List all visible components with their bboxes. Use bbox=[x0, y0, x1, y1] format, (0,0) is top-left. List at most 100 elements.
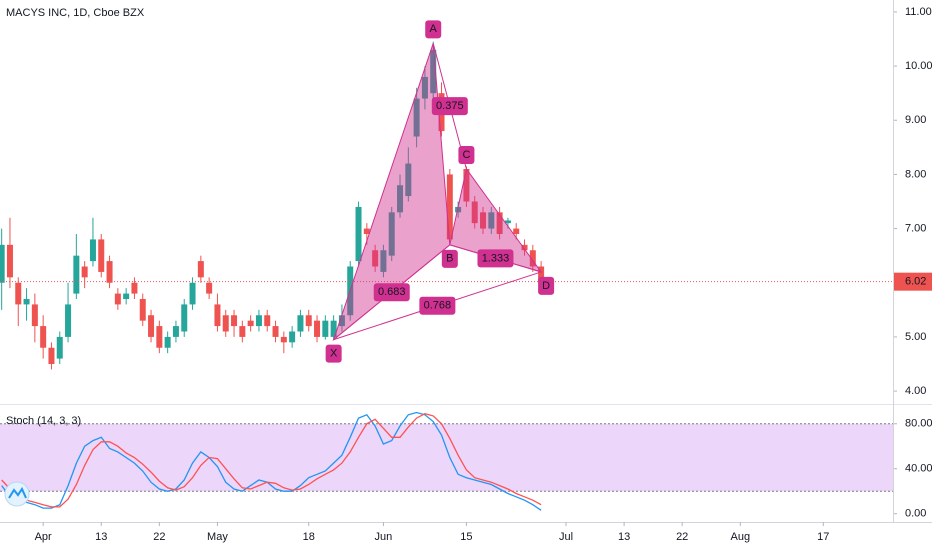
candle-body bbox=[15, 282, 22, 305]
candle-body bbox=[239, 326, 246, 337]
candle-body bbox=[123, 293, 130, 299]
candle-body bbox=[455, 206, 462, 213]
candle-body bbox=[56, 336, 63, 359]
last-price-label: 6.02 bbox=[905, 276, 926, 288]
logo-icon bbox=[8, 486, 27, 499]
candle-body bbox=[264, 315, 271, 327]
candle-body bbox=[164, 336, 171, 348]
y-tick-label: 11.00 bbox=[905, 6, 932, 18]
candle-body bbox=[89, 239, 96, 262]
candle-body bbox=[272, 326, 279, 337]
candle-body bbox=[48, 347, 55, 364]
indicator-title: Stoch (14, 3, 3) bbox=[6, 415, 81, 427]
candle-body bbox=[289, 331, 296, 343]
candle-body bbox=[322, 320, 329, 337]
y-tick-label: 7.00 bbox=[905, 222, 926, 234]
candle-body bbox=[471, 201, 478, 224]
candle-body bbox=[463, 169, 470, 202]
candle-body bbox=[131, 282, 138, 294]
candle-body bbox=[421, 76, 428, 99]
candle-body bbox=[430, 49, 437, 94]
candle-body bbox=[380, 250, 387, 272]
y-tick-label: 40.00 bbox=[905, 463, 932, 475]
candle-body bbox=[0, 244, 5, 283]
candle-body bbox=[148, 315, 155, 337]
candle-body bbox=[231, 315, 238, 327]
ratio-box bbox=[431, 97, 468, 116]
y-tick-label: 80.00 bbox=[905, 418, 932, 430]
x-tick-label: Apr bbox=[35, 531, 52, 543]
x-tick-label: Jun bbox=[375, 531, 393, 543]
last-price-box bbox=[894, 272, 932, 291]
x-tick-label: Jul bbox=[559, 531, 573, 543]
candle-body bbox=[214, 304, 221, 327]
candle-body bbox=[513, 228, 520, 234]
ratio-box bbox=[419, 296, 456, 315]
candle-body bbox=[106, 261, 113, 283]
candle-body bbox=[372, 250, 379, 267]
candle-body bbox=[314, 320, 321, 337]
point-label: C bbox=[462, 149, 470, 161]
candle-body bbox=[355, 206, 362, 262]
candle-body bbox=[255, 315, 262, 327]
candle-body bbox=[521, 244, 528, 251]
candle-body bbox=[181, 304, 188, 332]
x-tick-label: 17 bbox=[817, 531, 829, 543]
point-label: B bbox=[446, 253, 453, 265]
candle-body bbox=[156, 326, 163, 348]
x-tick-label: Aug bbox=[731, 531, 751, 543]
point-label: A bbox=[430, 23, 438, 35]
candle-body bbox=[197, 261, 204, 278]
stoch-line bbox=[1, 413, 542, 508]
point-box bbox=[441, 249, 458, 268]
candle-body bbox=[297, 315, 304, 332]
ratio-label: 0.683 bbox=[378, 286, 406, 298]
candle-body bbox=[189, 282, 196, 305]
candle-body bbox=[172, 326, 179, 337]
candle-body bbox=[114, 293, 121, 305]
point-box bbox=[425, 20, 442, 39]
ratio-label: 1.333 bbox=[482, 252, 510, 264]
candle-body bbox=[330, 320, 337, 337]
candle-body bbox=[280, 336, 287, 343]
ratio-box bbox=[373, 283, 410, 302]
stoch-line bbox=[1, 411, 542, 511]
point-label: X bbox=[330, 348, 338, 360]
x-tick-label: 18 bbox=[303, 531, 315, 543]
x-tick-label: 22 bbox=[676, 531, 688, 543]
x-tick-label: 13 bbox=[618, 531, 630, 543]
stochastic-panel: 0.00 40.00 80.00 bbox=[0, 411, 932, 520]
candle-body bbox=[40, 326, 47, 348]
y-tick-label: 10.00 bbox=[905, 60, 932, 72]
candle-body bbox=[23, 299, 30, 305]
candle-body bbox=[496, 212, 503, 234]
candle-body bbox=[363, 228, 370, 234]
point-label: D bbox=[542, 280, 550, 292]
candle-body bbox=[31, 304, 38, 327]
candle-body bbox=[6, 244, 13, 278]
candle-body bbox=[338, 315, 345, 327]
y-tick-label: 0.00 bbox=[905, 508, 926, 520]
candle-body bbox=[446, 174, 453, 240]
ratio-label: 0.375 bbox=[436, 100, 464, 112]
candle-body bbox=[65, 304, 72, 337]
candle-body bbox=[98, 239, 105, 272]
ratio-box bbox=[477, 249, 514, 268]
x-tick-label: May bbox=[207, 531, 228, 543]
y-tick-label: 5.00 bbox=[905, 331, 926, 343]
y-tick-label: 8.00 bbox=[905, 168, 926, 180]
candle-body bbox=[413, 98, 420, 137]
price-panel: 4.005.006.007.008.009.0010.0011.006.020.… bbox=[0, 6, 932, 397]
x-tick-label: 15 bbox=[460, 531, 472, 543]
candle-body bbox=[480, 212, 487, 229]
candle-body bbox=[488, 212, 495, 229]
ratio-label: 0.768 bbox=[424, 300, 452, 312]
chart-title: MACYS INC, 1D, Cboe BZX bbox=[6, 7, 145, 19]
candle-body bbox=[139, 299, 146, 321]
y-tick-label: 4.00 bbox=[905, 385, 926, 397]
candle-body bbox=[405, 163, 412, 197]
candle-body bbox=[73, 255, 80, 294]
candle-body bbox=[538, 266, 545, 282]
